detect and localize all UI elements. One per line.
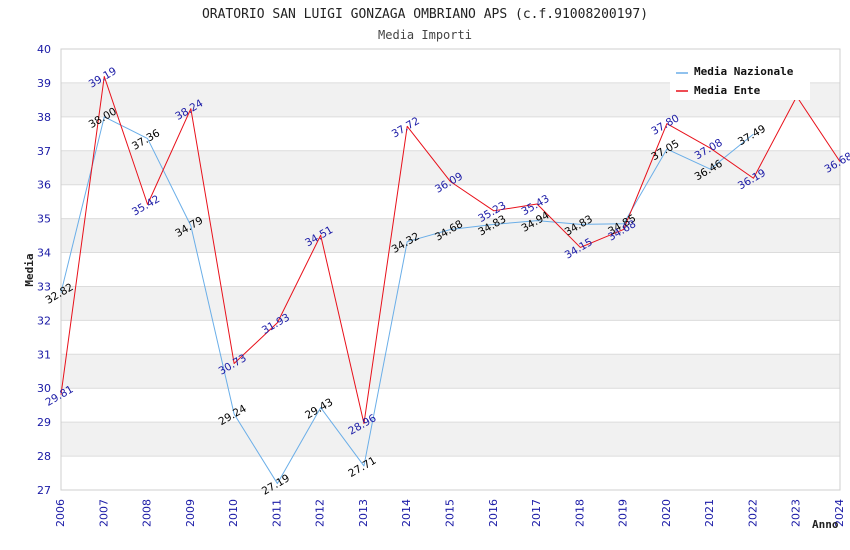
legend-label-media-ente: Media Ente — [694, 84, 761, 97]
grid-band — [61, 150, 840, 185]
series-lines — [60, 75, 841, 485]
y-tick-label: 40 — [37, 43, 51, 56]
y-axis-label: Media — [23, 253, 36, 286]
y-tick-label: 39 — [37, 77, 51, 90]
y-tick-label: 28 — [37, 450, 51, 463]
series-line-media-ente — [60, 75, 841, 425]
y-tick-label: 33 — [37, 280, 51, 293]
y-tick-label: 27 — [37, 484, 51, 497]
x-tick-label: 2008 — [141, 499, 154, 527]
x-tick-label: 2020 — [660, 499, 673, 527]
x-tick-label: 2017 — [530, 499, 543, 527]
data-label-media-nazionale: 27.19 — [260, 472, 292, 497]
grid-band — [61, 422, 840, 457]
x-tick-label: 2023 — [790, 499, 803, 527]
x-tick-label: 2024 — [833, 499, 846, 527]
grid-band — [61, 354, 840, 389]
grid-band — [61, 286, 840, 321]
x-tick-label: 2007 — [97, 499, 110, 527]
plot-frame — [60, 48, 841, 491]
x-axis-label: Anno — [812, 518, 839, 531]
y-tick-label: 38 — [37, 111, 51, 124]
y-tick-label: 32 — [37, 314, 51, 327]
data-label-media-nazionale: 27.71 — [346, 455, 378, 480]
legend-label-media-nazionale: Media Nazionale — [694, 65, 794, 78]
x-tick-label: 2014 — [400, 499, 413, 527]
chart-subtitle: Media Importi — [378, 28, 472, 42]
x-tick-label: 2013 — [357, 499, 370, 527]
data-label-media-ente: 35.42 — [130, 193, 162, 218]
y-tick-label: 34 — [37, 247, 51, 260]
x-tick-label: 2011 — [270, 499, 283, 527]
y-tick-label: 31 — [37, 348, 51, 361]
grid-bands — [61, 82, 840, 457]
y-tick-label: 35 — [37, 213, 51, 226]
x-tick-label: 2019 — [617, 499, 630, 527]
x-tick-label: 2010 — [227, 499, 240, 527]
grid-band — [61, 218, 840, 253]
legend-box — [670, 61, 810, 100]
x-tick-label: 2006 — [54, 499, 67, 527]
x-tick-label: 2018 — [573, 499, 586, 527]
data-label-media-nazionale: 37.49 — [736, 123, 768, 148]
x-tick-label: 2012 — [314, 499, 327, 527]
data-label-media-nazionale: 29.43 — [303, 396, 335, 421]
chart-title: ORATORIO SAN LUIGI GONZAGA OMBRIANO APS … — [202, 7, 648, 22]
x-tick-label: 2022 — [746, 499, 759, 527]
x-tick-label: 2021 — [703, 499, 716, 527]
y-axis-ticks: 27 28 29 30 31 32 33 34 35 36 37 38 39 40 — [37, 43, 51, 497]
x-tick-label: 2016 — [487, 499, 500, 527]
y-tick-label: 29 — [37, 416, 51, 429]
x-tick-label: 2015 — [444, 499, 457, 527]
data-label-media-nazionale: 37.36 — [130, 127, 162, 153]
series-line-media-nazionale — [60, 116, 754, 485]
y-tick-label: 30 — [37, 382, 51, 395]
y-tick-label: 36 — [37, 179, 51, 192]
y-tick-label: 37 — [37, 145, 51, 158]
x-axis-ticks: 2006 2007 2008 2009 2010 2011 2012 2013 2014 2015… — [54, 499, 846, 527]
legend: Media Nazionale Media Ente — [670, 61, 810, 100]
x-tick-label: 2009 — [184, 499, 197, 527]
